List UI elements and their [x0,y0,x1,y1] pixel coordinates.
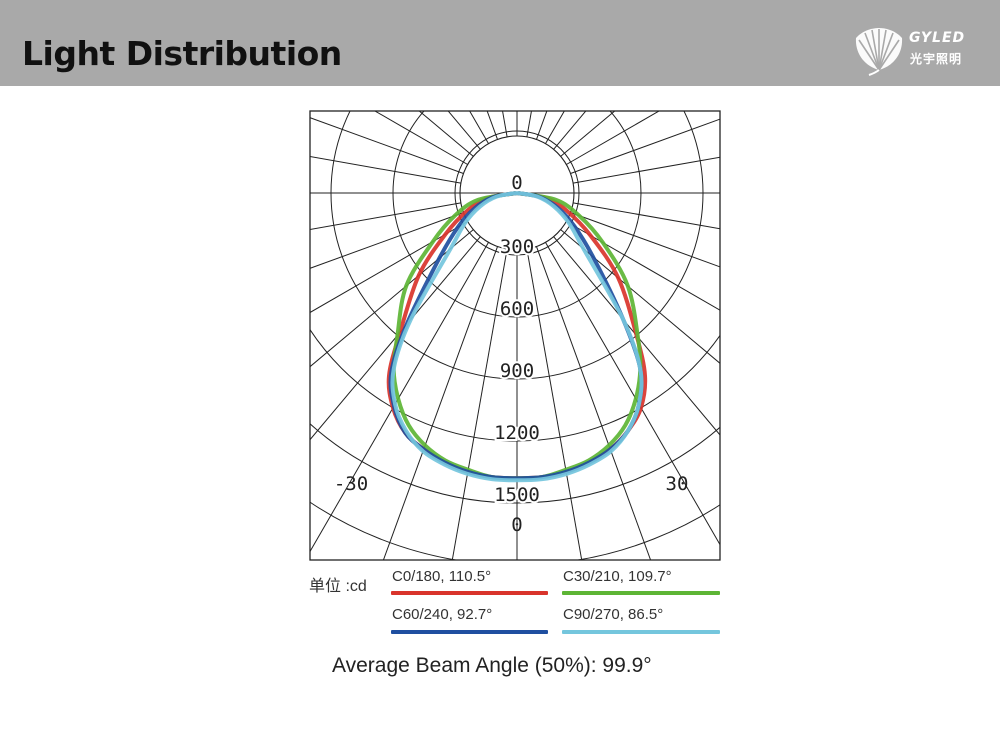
legend-label-c60: C60/240, 92.7° [392,606,493,623]
average-beam-angle: Average Beam Angle (50%): 99.9° [332,654,652,677]
legend-swatch-c0 [391,591,548,595]
grid-spoke [553,236,720,436]
grid-spoke [310,202,461,231]
grid-spoke [382,246,498,560]
logo-text-cn: 光宇照明 [910,52,963,66]
ginkgo-leaf-icon [855,28,903,76]
grid-spoke [310,229,474,368]
grid-spoke [310,236,481,441]
grid-ring [310,422,720,504]
radial-tick-label: 0 [511,172,522,194]
grid-spoke [526,249,583,560]
grid-spoke [536,246,652,560]
grid-spoke [560,111,616,157]
chart-frame [309,110,721,561]
grid-spoke [310,212,464,269]
grid-ring [330,111,704,380]
grid-spoke [545,242,720,546]
grid-spoke [545,111,565,144]
legend-swatch-c60 [391,630,548,634]
legend-swatch-c90 [562,630,720,634]
legend-swatch-c30 [562,591,720,595]
angle-label-left: -30 [334,473,368,495]
unit-label: 单位 :cd [309,578,367,595]
legend-label-c0: C0/180, 110.5° [392,568,492,585]
grid-spoke [573,156,720,184]
grid-spoke [451,249,508,560]
grid-spoke [566,111,661,165]
grid-spoke [566,221,720,311]
grid-spoke [310,242,489,553]
legend-label-c30: C30/210, 109.7° [563,568,672,585]
curve-c90-270 [390,191,644,483]
radial-tick-label: 1200 [494,422,540,444]
radial-tick-label: 300 [500,236,534,258]
grid-spoke [418,111,474,157]
grid-ring [310,328,720,442]
grid-spoke [570,118,720,174]
polar-grid [310,111,720,560]
grid-spoke [310,221,468,314]
grid-spoke [570,212,720,268]
page-title: Light Distribution [22,34,342,73]
grid-spoke [373,111,468,165]
grid-spoke [560,229,720,364]
intensity-curves [386,191,648,483]
radial-tick-label: 1500 [494,484,540,506]
radial-tick-label: 600 [500,298,534,320]
title-bar: Light Distribution GYLED 光宇照明 [0,0,1000,86]
grid-spoke [502,111,508,137]
legend-label-c90: C90/270, 86.5° [563,606,664,623]
grid-spoke [573,202,720,230]
grid-spoke [553,111,587,150]
grid-spoke [526,111,532,137]
radial-tick-label: 900 [500,360,534,382]
grid-spoke [469,111,489,144]
grid-spoke [310,117,464,174]
grid-spoke [310,155,461,184]
grid-ring [392,111,642,318]
angle-label-right: 30 [666,473,689,495]
angle-label-bottom: 0 [511,514,522,536]
brand-logo: GYLED 光宇照明 [853,26,983,76]
logo-text-en: GYLED [909,30,966,46]
grid-spoke [447,111,481,150]
grid-ring [454,130,580,256]
curve-c60-240 [388,191,644,481]
